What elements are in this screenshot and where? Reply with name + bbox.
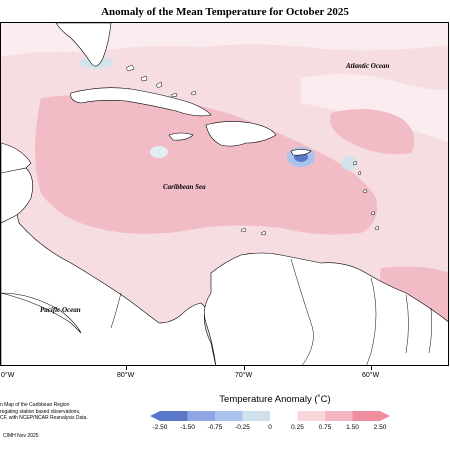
small-islands: [125, 64, 380, 236]
legend-swatch: [325, 411, 353, 421]
legend-tick-label: 0.25: [291, 424, 304, 431]
lon-tick-70w: [244, 366, 245, 370]
copyright-text: CIMH Nov 2025: [3, 433, 39, 439]
legend-tick-label: 2.50: [373, 424, 387, 431]
caribbean-sea-label: Caribbean Sea: [163, 183, 206, 191]
legend-swatch: [270, 411, 298, 421]
cool-anomaly-west-caribbean: [150, 146, 168, 158]
legend-tick-label: -0.25: [235, 424, 250, 431]
lon-label-70w: 70°W: [235, 372, 253, 379]
legend-arrow-high: [380, 411, 390, 421]
land-yucatan-belize: [1, 167, 33, 224]
lon-label-80w: 80°W: [117, 372, 135, 379]
legend-swatch: [297, 411, 326, 421]
lon-tick-60w: [371, 366, 372, 370]
legend-swatch: [160, 411, 188, 421]
legend-tick-label: 1.50: [346, 424, 359, 431]
legend-swatch: [352, 411, 381, 421]
legend-tick-label: 0: [268, 424, 272, 431]
land-cuba: [70, 87, 212, 117]
land-south-america: [204, 252, 448, 365]
legend-tick-label: -2.50: [152, 424, 168, 431]
legend-arrow-low: [150, 411, 160, 421]
country-borders: [110, 258, 432, 365]
legend-title: Temperature Anomaly (˚C): [219, 394, 331, 405]
lon-label-60w: 60°W: [362, 372, 380, 379]
lon-tick-80w: [126, 366, 127, 370]
description-line-1: n Map of the Caribbean Region: [0, 402, 70, 408]
land-central-america: [1, 142, 216, 365]
map-description: n Map of the Caribbean Region regating s…: [0, 402, 130, 422]
legend-tick-label: -0.75: [207, 424, 223, 431]
legend-color-bar: [150, 411, 390, 421]
anomaly-band-warm-caribbean: [35, 94, 377, 235]
anomaly-band-near-zero-atlantic: [301, 74, 448, 143]
map-frame: [0, 22, 449, 366]
legend-swatch: [187, 411, 216, 421]
atlantic-ocean-label: Atlantic Ocean: [346, 62, 390, 70]
land-puerto-rico: [290, 149, 312, 156]
map-title: Anomaly of the Mean Temperature for Octo…: [101, 6, 349, 18]
legend-swatch: [215, 411, 243, 421]
lon-label-90w: 0°W: [1, 372, 15, 379]
pacific-ocean-label: Pacific Ocean: [40, 306, 81, 314]
legend-swatch: [242, 411, 271, 421]
land-jamaica: [168, 132, 194, 141]
legend-tick-label: 0.75: [318, 424, 332, 431]
land-hispaniola: [205, 121, 277, 147]
legend-tick-label: -1.50: [180, 424, 195, 431]
anomaly-band-near-zero: [1, 23, 448, 57]
description-line-3: CF, with NCEP/NCAR Reanalysis Data.: [0, 415, 88, 421]
anomaly-band-warm-atlantic: [330, 109, 415, 155]
land-florida: [55, 23, 112, 67]
anomaly-map: [1, 23, 448, 365]
cool-anomaly-leeward-islands: [341, 156, 357, 170]
description-line-2: regating station based observations,: [0, 408, 81, 415]
